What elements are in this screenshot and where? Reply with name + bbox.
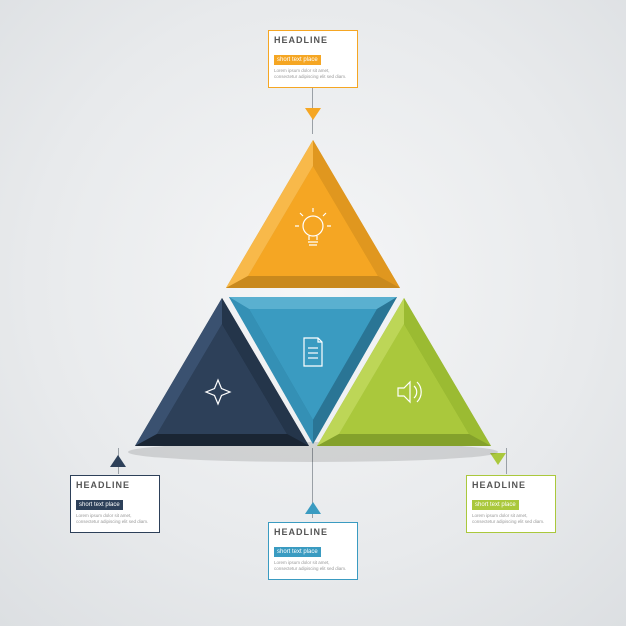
infographic-stage: HEADLINE short text place Lorem ipsum do…: [0, 0, 626, 626]
label-right: HEADLINE short text place Lorem ipsum do…: [466, 475, 556, 533]
label-top-headline: HEADLINE: [274, 35, 352, 45]
segment-top: [226, 140, 400, 288]
label-center-headline: HEADLINE: [274, 527, 352, 537]
label-left-headline: HEADLINE: [76, 480, 154, 490]
label-left: HEADLINE short text place Lorem ipsum do…: [70, 475, 160, 533]
label-right-headline: HEADLINE: [472, 480, 550, 490]
label-center-subtitle: short text place: [274, 547, 321, 557]
label-left-body: Lorem ipsum dolor sit amet, consectetur …: [76, 513, 154, 526]
label-top: HEADLINE short text place Lorem ipsum do…: [268, 30, 358, 88]
label-right-body: Lorem ipsum dolor sit amet, consectetur …: [472, 513, 550, 526]
label-center-body: Lorem ipsum dolor sit amet, consectetur …: [274, 560, 352, 573]
label-top-body: Lorem ipsum dolor sit amet, consectetur …: [274, 68, 352, 81]
label-left-subtitle: short text place: [76, 500, 123, 510]
label-center: HEADLINE short text place Lorem ipsum do…: [268, 522, 358, 580]
label-top-subtitle: short text place: [274, 55, 321, 65]
label-right-subtitle: short text place: [472, 500, 519, 510]
